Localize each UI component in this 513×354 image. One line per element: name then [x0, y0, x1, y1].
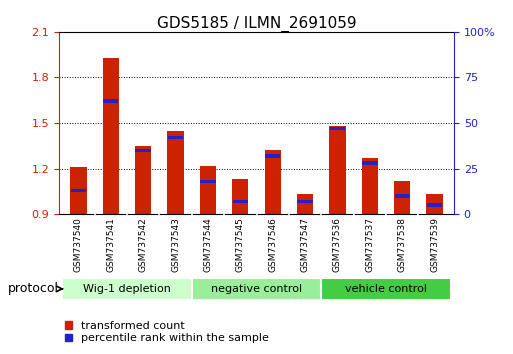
Text: GSM737536: GSM737536: [333, 217, 342, 272]
Bar: [298, 200, 313, 203]
Bar: [427, 203, 442, 207]
Bar: [394, 181, 410, 214]
Text: Wig-1 depletion: Wig-1 depletion: [83, 284, 171, 294]
Bar: [200, 179, 215, 183]
Bar: [297, 194, 313, 214]
Bar: [103, 58, 119, 214]
Bar: [232, 200, 248, 203]
Bar: [265, 154, 281, 158]
Text: GSM737543: GSM737543: [171, 217, 180, 272]
FancyBboxPatch shape: [62, 278, 192, 299]
Legend: transformed count, percentile rank within the sample: transformed count, percentile rank withi…: [65, 321, 269, 343]
Text: GSM737538: GSM737538: [398, 217, 407, 272]
Text: GSM737545: GSM737545: [236, 217, 245, 272]
Bar: [329, 126, 346, 214]
Bar: [71, 189, 86, 192]
Bar: [426, 194, 443, 214]
Title: GDS5185 / ILMN_2691059: GDS5185 / ILMN_2691059: [156, 16, 357, 32]
Bar: [330, 127, 345, 130]
Text: GSM737537: GSM737537: [365, 217, 374, 272]
Bar: [103, 99, 119, 103]
Text: vehicle control: vehicle control: [345, 284, 427, 294]
Bar: [362, 158, 378, 214]
Text: protocol: protocol: [8, 282, 60, 295]
Text: GSM737539: GSM737539: [430, 217, 439, 272]
Text: GSM737542: GSM737542: [139, 217, 148, 272]
Bar: [200, 166, 216, 214]
FancyBboxPatch shape: [321, 278, 451, 299]
Bar: [362, 161, 378, 165]
Bar: [70, 167, 87, 214]
Bar: [394, 194, 410, 198]
Bar: [265, 150, 281, 214]
Text: GSM737547: GSM737547: [301, 217, 309, 272]
FancyBboxPatch shape: [192, 278, 321, 299]
Text: GSM737546: GSM737546: [268, 217, 277, 272]
Text: GSM737541: GSM737541: [106, 217, 115, 272]
Bar: [167, 131, 184, 214]
Text: GSM737540: GSM737540: [74, 217, 83, 272]
Bar: [135, 149, 151, 152]
Bar: [232, 179, 248, 214]
Bar: [168, 136, 183, 139]
Text: GSM737544: GSM737544: [204, 217, 212, 272]
Text: negative control: negative control: [211, 284, 302, 294]
Bar: [135, 146, 151, 214]
